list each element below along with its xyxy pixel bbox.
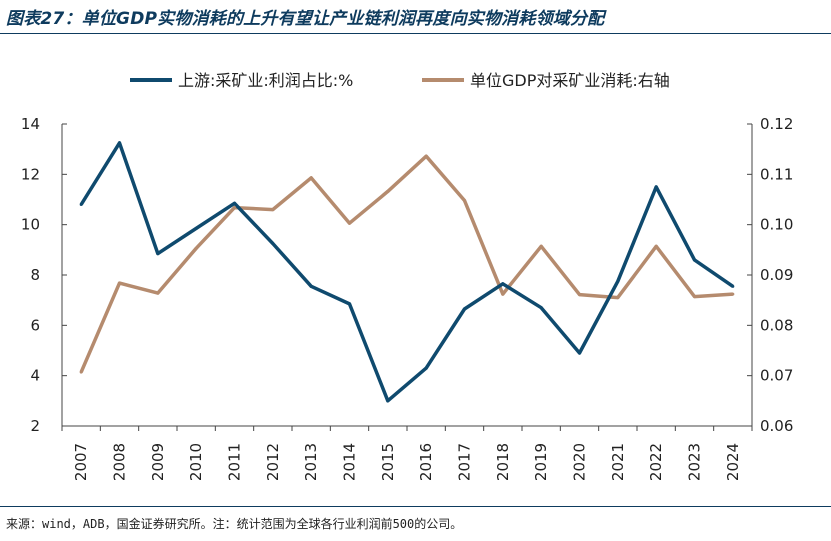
x-tick-label: 2021 bbox=[609, 443, 627, 481]
data-point-profit-share bbox=[731, 284, 735, 288]
data-point-consumption bbox=[79, 370, 83, 374]
right-tick-label: 0.12 bbox=[760, 115, 793, 133]
data-point-profit-share bbox=[79, 203, 83, 207]
x-tick-label: 2016 bbox=[417, 443, 435, 481]
data-point-consumption bbox=[309, 176, 313, 180]
data-point-profit-share bbox=[501, 282, 505, 286]
data-point-profit-share bbox=[156, 252, 160, 256]
data-point-consumption bbox=[463, 199, 466, 203]
right-tick-label: 0.11 bbox=[760, 165, 793, 183]
right-tick-label: 0.07 bbox=[760, 367, 793, 385]
left-tick-label: 2 bbox=[30, 417, 40, 435]
x-tick-label: 2020 bbox=[571, 443, 589, 481]
data-point-consumption bbox=[156, 291, 160, 295]
data-point-profit-share bbox=[348, 302, 351, 306]
left-tick-label: 12 bbox=[21, 165, 40, 183]
legend: 上游:采矿业:利润占比:% 单位GDP对采矿业消耗:右轴 bbox=[130, 71, 670, 90]
left-tick-label: 10 bbox=[21, 216, 40, 234]
data-point-consumption bbox=[271, 208, 275, 212]
x-tick-label: 2009 bbox=[149, 443, 167, 481]
data-point-consumption bbox=[731, 292, 735, 296]
series-line-mining-consumption-per-gdp bbox=[79, 154, 733, 373]
series-line-mining-profit-share bbox=[79, 141, 734, 403]
right-tick-label: 0.08 bbox=[760, 316, 793, 334]
right-tick-label: 0.09 bbox=[760, 266, 793, 284]
axes: 2 4 6 8 10 12 14 0.06 0.07 0.08 0.09 0.10 0.11 0.12 20… bbox=[21, 115, 794, 481]
data-point-consumption bbox=[424, 154, 428, 158]
x-tick-label: 2012 bbox=[264, 443, 282, 481]
data-point-profit-share bbox=[578, 351, 581, 355]
x-tick-label: 2018 bbox=[494, 443, 512, 481]
title-divider bbox=[0, 33, 831, 34]
left-tick-label: 14 bbox=[21, 115, 40, 133]
x-tick-label: 2010 bbox=[187, 443, 205, 481]
right-tick-label: 0.06 bbox=[760, 417, 793, 435]
x-tick-label: 2014 bbox=[341, 443, 359, 481]
data-point-profit-share bbox=[539, 306, 543, 310]
data-point-profit-share bbox=[233, 201, 236, 205]
data-point-consumption bbox=[194, 246, 198, 250]
data-point-profit-share bbox=[309, 284, 313, 288]
x-tick-label: 2017 bbox=[456, 443, 474, 481]
data-point-profit-share bbox=[271, 242, 275, 246]
data-point-profit-share bbox=[463, 307, 466, 311]
x-tick-label: 2013 bbox=[302, 443, 320, 481]
x-tick-label: 2007 bbox=[72, 443, 90, 481]
data-point-profit-share bbox=[693, 258, 696, 262]
left-tick-label: 8 bbox=[30, 266, 40, 284]
right-tick-label: 0.10 bbox=[760, 216, 793, 234]
source-note: 来源：wind，ADB，国金证券研究所。注：统计范围为全球各行业利润前500的公… bbox=[6, 517, 463, 531]
data-point-profit-share bbox=[616, 279, 620, 283]
left-tick-label: 6 bbox=[30, 316, 40, 334]
series-lines bbox=[79, 141, 735, 403]
data-point-consumption bbox=[578, 293, 581, 297]
left-tick-label: 4 bbox=[30, 367, 40, 385]
data-point-consumption bbox=[386, 189, 390, 193]
legend-label-series2: 单位GDP对采矿业消耗:右轴 bbox=[470, 71, 670, 90]
data-point-profit-share bbox=[118, 141, 121, 145]
data-point-consumption bbox=[654, 244, 658, 248]
data-point-profit-share bbox=[386, 399, 390, 403]
x-tick-label: 2023 bbox=[686, 443, 704, 481]
x-tick-label: 2024 bbox=[724, 443, 742, 481]
x-tick-label: 2022 bbox=[647, 443, 665, 481]
x-tick-label: 2015 bbox=[379, 443, 397, 481]
legend-label-series1: 上游:采矿业:利润占比:% bbox=[178, 71, 353, 90]
x-tick-label: 2019 bbox=[532, 443, 550, 481]
data-point-consumption bbox=[539, 244, 543, 248]
x-tick-label: 2011 bbox=[226, 443, 244, 481]
data-point-consumption bbox=[118, 281, 121, 285]
data-point-consumption bbox=[233, 206, 236, 210]
chart-title: 图表27：单位GDP实物消耗的上升有望让产业链利润再度向实物消耗领域分配 bbox=[6, 9, 605, 29]
data-point-consumption bbox=[501, 292, 505, 296]
data-point-consumption bbox=[616, 296, 620, 300]
data-point-profit-share bbox=[194, 226, 198, 230]
data-point-consumption bbox=[693, 295, 696, 299]
data-point-consumption bbox=[348, 221, 351, 225]
x-tick-label: 2008 bbox=[111, 443, 129, 481]
footer-divider bbox=[0, 506, 831, 507]
data-point-profit-share bbox=[424, 366, 428, 370]
data-point-profit-share bbox=[654, 185, 658, 189]
